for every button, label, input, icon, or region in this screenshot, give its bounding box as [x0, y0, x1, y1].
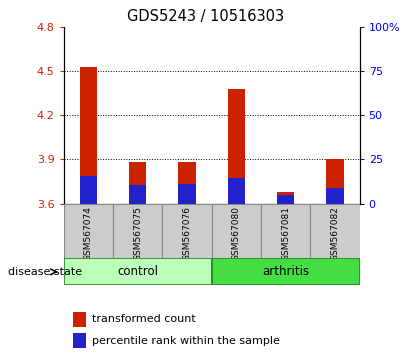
Text: percentile rank within the sample: percentile rank within the sample: [92, 336, 280, 346]
FancyBboxPatch shape: [64, 258, 212, 285]
Text: GSM567080: GSM567080: [232, 206, 241, 261]
Bar: [228, 178, 245, 204]
Text: transformed count: transformed count: [92, 314, 196, 325]
Bar: [178, 184, 196, 204]
Text: GDS5243 / 10516303: GDS5243 / 10516303: [127, 9, 284, 24]
FancyBboxPatch shape: [310, 204, 360, 260]
Text: GSM567074: GSM567074: [84, 206, 93, 261]
Text: disease state: disease state: [8, 267, 82, 277]
Text: GSM567075: GSM567075: [133, 206, 142, 261]
Bar: [228, 88, 245, 204]
FancyBboxPatch shape: [212, 258, 360, 285]
Bar: [277, 195, 294, 204]
Bar: [178, 161, 196, 204]
Text: control: control: [117, 265, 158, 278]
Text: arthritis: arthritis: [262, 265, 309, 278]
Bar: [73, 333, 86, 348]
FancyBboxPatch shape: [261, 204, 310, 260]
Text: GSM567082: GSM567082: [330, 206, 339, 261]
Bar: [326, 159, 344, 204]
FancyBboxPatch shape: [162, 204, 212, 260]
Bar: [326, 188, 344, 204]
Bar: [73, 312, 86, 327]
Bar: [80, 176, 97, 204]
Text: GSM567081: GSM567081: [281, 206, 290, 261]
Bar: [129, 185, 146, 204]
FancyBboxPatch shape: [212, 204, 261, 260]
Bar: [277, 193, 294, 204]
FancyBboxPatch shape: [64, 204, 113, 260]
Bar: [129, 162, 146, 204]
Bar: [80, 67, 97, 204]
Text: GSM567076: GSM567076: [182, 206, 192, 261]
FancyBboxPatch shape: [113, 204, 162, 260]
